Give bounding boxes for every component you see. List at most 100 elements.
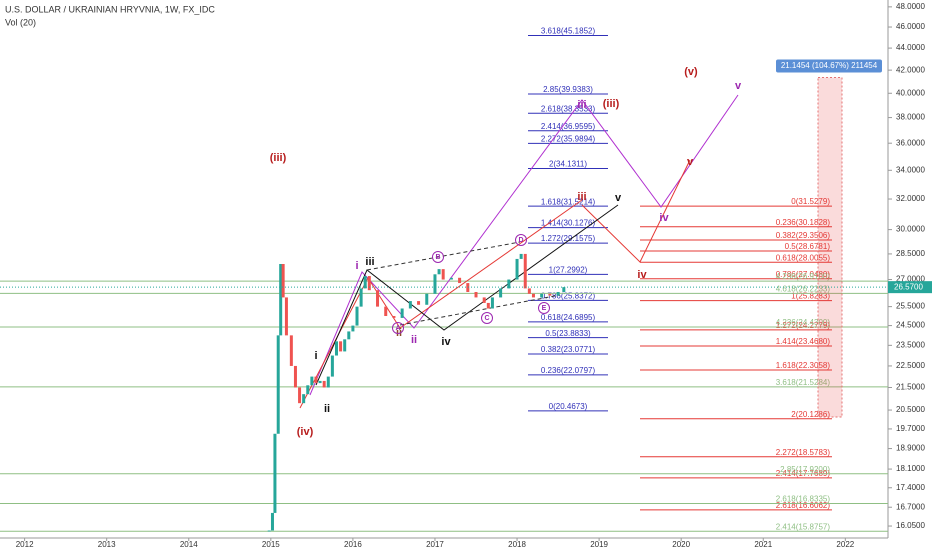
wave-label: iv [659,212,669,224]
wave-label: v [735,80,742,92]
wave-label: i [314,350,317,362]
fib-label: 1(25.8283) [791,292,830,301]
current-price-label: 26.5700 [894,282,923,291]
fib-label: 0.618(28.0055) [776,253,831,262]
chart-title: U.S. DOLLAR / UKRAINIAN HRYVNIA, 1W, FX_… [5,4,215,14]
y-tick-label: 18.9000 [896,444,925,453]
fib-label: 0.786(27.0480) [776,270,831,279]
candle [302,394,306,404]
wave-label: (v) [684,66,698,78]
y-tick-label: 16.7000 [896,502,925,511]
wave-label: iii [577,191,586,203]
x-tick-label: 2020 [672,540,690,549]
fib-label: 1.618(22.3058) [776,361,831,370]
candle [482,297,486,303]
wave-label: iii [365,256,374,268]
wave-label: ii [324,403,330,415]
x-tick-label: 2013 [98,540,116,549]
wave-circle [515,234,527,246]
fib-label: 2.272(18.5783) [776,448,831,457]
candle [466,283,470,292]
fib-label: 2.618(16.6062) [776,501,831,510]
purple-wave [309,94,739,396]
candle [314,376,318,384]
y-tick-label: 24.5000 [896,321,925,330]
y-tick-label: 21.5000 [896,383,925,392]
fib-label: 1(27.2992) [549,265,588,274]
wave-label: i [355,260,358,272]
fib-label: 1.414(23.4680) [776,337,831,346]
candle [293,365,297,388]
candle [306,385,310,395]
y-tick-label: 40.0000 [896,88,925,97]
candle [376,290,380,307]
candle [367,276,371,291]
red-wave [299,199,583,409]
wave-circle [432,251,444,263]
y-tick-label: 32.0000 [896,194,925,203]
candle [298,387,302,404]
fib-label: 2.414(15.8757) [776,522,831,531]
candle [326,376,330,388]
candle [279,263,283,336]
candle [540,293,544,298]
channel-bottom [399,294,561,326]
wave-label: A [395,325,400,332]
fib-label: 4.618(26.2233) [776,284,831,293]
wave-circle [538,302,550,314]
candle [318,380,322,384]
candle [351,325,355,332]
wave-label: E [542,305,547,312]
y-tick-label: 28.5000 [896,249,925,258]
fib-label: 2(20.1286) [791,410,830,419]
y-tick-label: 22.5000 [896,361,925,370]
fib-label: 3.618(45.1852) [541,27,596,36]
y-tick-label: 38.0000 [896,113,925,122]
candle [289,335,293,366]
fib-label: 1.272(24.2779) [776,321,831,330]
candle [267,530,271,532]
fib-label: 2.414(36.9595) [541,122,596,131]
wave-label: v [615,192,622,204]
y-tick-label: 25.5000 [896,302,925,311]
x-tick-label: 2019 [590,540,608,549]
y-tick-label: 16.0500 [896,521,925,530]
wave-label: B [435,254,440,261]
wave-circle [392,322,404,334]
fib-label: 0.236(30.1828) [776,218,831,227]
candle [562,287,566,292]
candle [281,263,285,298]
volume-label: Vol (20) [5,17,36,27]
candle [334,341,338,356]
candle [270,512,274,531]
fib-label: 1.272(29.1575) [541,234,596,243]
candle [359,288,363,307]
fib-label: 2.85(39.9383) [543,85,593,94]
candle [548,293,552,296]
candle [507,279,511,289]
fib-label: 2.272(35.9894) [541,134,596,143]
wave-circle [481,312,493,324]
candle [363,276,367,289]
y-tick-label: 20.5000 [896,405,925,414]
x-tick-label: 2018 [508,540,526,549]
x-tick-label: 2012 [16,540,34,549]
fib-label: 0.786(25.8372) [541,292,596,301]
candle [355,306,359,326]
fib-label: 2(34.1311) [549,160,587,169]
black-wave [315,204,619,386]
candle [310,376,314,386]
fib-label: 3.618(21.5284) [776,378,831,387]
candle [556,291,560,296]
candle [347,331,351,340]
y-tick-label: 46.0000 [896,22,925,31]
y-tick-label: 34.0000 [896,165,925,174]
candle [499,288,503,298]
y-tick-label: 44.0000 [896,43,925,52]
candle [425,293,429,305]
range-label: 21.1454 (104.67%) 211454 [781,61,878,70]
candle [417,301,421,305]
fib-label: 2.618(38.3533) [541,104,596,113]
wave-label: (iii) [603,98,620,110]
